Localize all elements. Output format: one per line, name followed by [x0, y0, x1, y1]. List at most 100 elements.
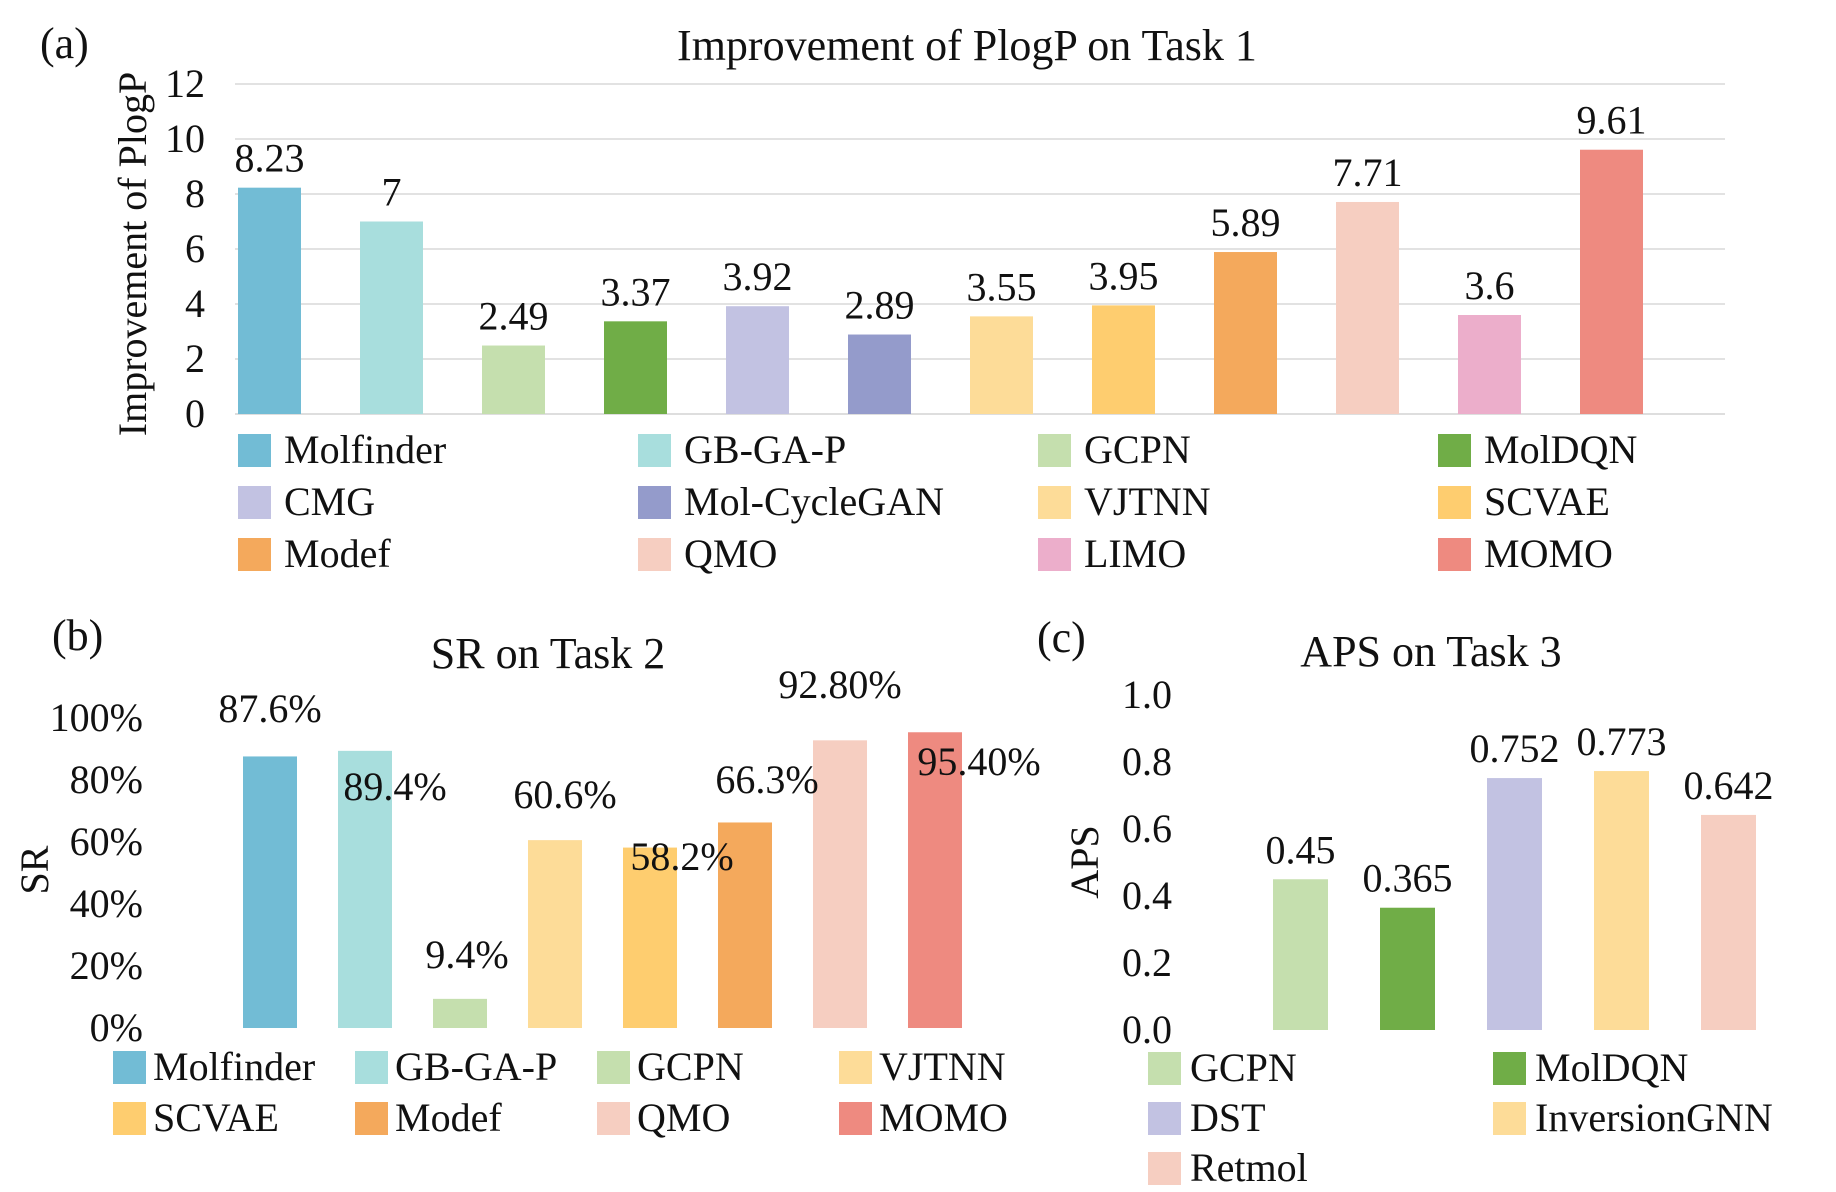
a-bar-qmo	[1336, 201, 1399, 414]
a-legend-swatch-mol-cyclegan	[638, 486, 671, 519]
a-bar-cmg	[726, 306, 789, 414]
a-legend-item-limo: LIMO	[1038, 531, 1186, 576]
b-legend-swatch-modef	[355, 1102, 388, 1135]
b-data-label-momo: 95.40%	[917, 739, 1040, 784]
panel-b-data-labels: 87.6% 89.4% 9.4% 60.6% 58.2% 66.3% 92.80% 95.40…	[218, 662, 1040, 977]
b-legend-swatch-scvae	[113, 1102, 146, 1135]
a-data-label-limo: 3.6	[1465, 263, 1515, 308]
a-legend-item-moldqn: MolDQN	[1438, 427, 1637, 472]
panel-b-label: (b)	[52, 611, 103, 660]
a-legend-item-gb-ga-p: GB-GA-P	[638, 427, 846, 472]
a-data-label-molfinder: 8.23	[235, 136, 305, 181]
panel-b-yticks: 0% 20% 40% 60% 80% 100%	[50, 695, 143, 1050]
a-legend-label-modef: Modef	[284, 531, 391, 576]
c-legend-swatch-gcpn	[1148, 1052, 1181, 1085]
c-legend-item-gcpn: GCPN	[1148, 1045, 1297, 1090]
b-ytick-2: 40%	[70, 881, 143, 926]
c-legend-label-retmol: Retmol	[1190, 1145, 1308, 1190]
a-legend-swatch-gcpn	[1038, 434, 1071, 467]
a-legend-swatch-scvae	[1438, 486, 1471, 519]
panel-c-yticks: 0.0 0.2 0.4 0.6 0.8 1.0	[1122, 672, 1172, 1052]
b-data-label-gb-ga-p: 89.4%	[343, 764, 446, 809]
b-legend-label-scvae: SCVAE	[153, 1095, 279, 1140]
b-data-label-gcpn: 9.4%	[425, 932, 508, 977]
b-ytick-3: 60%	[70, 819, 143, 864]
a-legend-item-modef: Modef	[238, 531, 391, 576]
a-data-label-vjtnn: 3.55	[967, 264, 1037, 309]
b-legend-item-qmo: QMO	[597, 1095, 730, 1140]
panel-b: (b) SR on Task 2 SR 0% 20% 40% 60% 80% 100% 8…	[12, 611, 1041, 1140]
a-ytick-1: 2	[185, 336, 205, 381]
b-bar-gcpn	[433, 998, 487, 1028]
a-data-label-modef: 5.89	[1211, 200, 1281, 245]
a-legend-swatch-modef	[238, 538, 271, 571]
a-ytick-5: 10	[165, 116, 205, 161]
b-legend-swatch-vjtnn	[839, 1051, 872, 1084]
b-legend-item-gb-ga-p: GB-GA-P	[355, 1044, 557, 1089]
c-legend-item-moldqn: MolDQN	[1493, 1045, 1688, 1090]
a-legend-item-molfinder: Molfinder	[238, 427, 446, 472]
c-ytick-4: 0.8	[1122, 739, 1172, 784]
a-data-label-qmo: 7.71	[1333, 150, 1403, 195]
c-bar-moldqn	[1380, 907, 1435, 1030]
a-legend-swatch-molfinder	[238, 434, 271, 467]
a-bar-scvae	[1092, 305, 1155, 414]
c-data-label-retmol: 0.642	[1684, 763, 1774, 808]
panel-b-title: SR on Task 2	[431, 629, 665, 678]
c-legend-swatch-dst	[1148, 1102, 1181, 1135]
c-legend-label-gcpn: GCPN	[1190, 1045, 1297, 1090]
b-legend-item-scvae: SCVAE	[113, 1095, 279, 1140]
a-legend-label-cmg: CMG	[284, 479, 375, 524]
b-bar-qmo	[813, 740, 867, 1028]
b-legend-swatch-molfinder	[113, 1051, 146, 1084]
a-data-label-momo: 9.61	[1577, 98, 1647, 143]
c-legend-item-retmol: Retmol	[1148, 1145, 1308, 1190]
b-legend-label-momo: MOMO	[879, 1095, 1008, 1140]
c-ytick-0: 0.0	[1122, 1007, 1172, 1052]
panel-a-ylabel: Improvement of PlogP	[110, 72, 155, 436]
c-data-label-dst: 0.752	[1470, 726, 1560, 771]
b-bar-vjtnn	[528, 840, 582, 1028]
c-bar-gcpn	[1273, 879, 1328, 1030]
a-bar-momo	[1580, 149, 1643, 414]
a-legend-label-qmo: QMO	[684, 531, 777, 576]
a-legend-label-momo: MOMO	[1484, 531, 1613, 576]
b-legend-item-vjtnn: VJTNN	[839, 1044, 1006, 1089]
b-data-label-vjtnn: 60.6%	[513, 772, 616, 817]
b-legend-label-modef: Modef	[395, 1095, 502, 1140]
c-bar-inversiongnn	[1594, 771, 1649, 1030]
a-legend-item-gcpn: GCPN	[1038, 427, 1191, 472]
panel-c-data-labels: 0.45 0.365 0.752 0.773 0.642	[1266, 719, 1774, 901]
b-legend-swatch-gb-ga-p	[355, 1051, 388, 1084]
a-data-label-gcpn: 2.49	[479, 294, 549, 339]
b-legend-label-qmo: QMO	[637, 1095, 730, 1140]
panel-c-title: APS on Task 3	[1300, 627, 1561, 676]
a-ytick-0: 0	[185, 391, 205, 436]
a-bar-moldqn	[604, 321, 667, 414]
b-legend-item-modef: Modef	[355, 1095, 502, 1140]
a-legend-swatch-vjtnn	[1038, 486, 1071, 519]
a-ytick-3: 6	[185, 226, 205, 271]
panel-c-bars	[1273, 771, 1756, 1030]
c-ytick-5: 1.0	[1122, 672, 1172, 717]
a-bar-mol-cyclegan	[848, 334, 911, 414]
b-legend-swatch-gcpn	[597, 1051, 630, 1084]
a-legend-item-scvae: SCVAE	[1438, 479, 1610, 524]
c-legend-swatch-inversiongnn	[1493, 1102, 1526, 1135]
a-bar-modef	[1214, 252, 1277, 414]
a-data-label-moldqn: 3.37	[601, 269, 671, 314]
panel-a-bars	[238, 149, 1643, 414]
b-data-label-scvae: 58.2%	[630, 834, 733, 879]
c-legend-label-dst: DST	[1190, 1095, 1266, 1140]
a-legend-label-scvae: SCVAE	[1484, 479, 1610, 524]
a-data-label-gb-ga-p: 7	[382, 170, 402, 215]
c-data-label-gcpn: 0.45	[1266, 827, 1336, 872]
panel-b-ylabel: SR	[12, 845, 57, 894]
b-legend-item-gcpn: GCPN	[597, 1044, 744, 1089]
a-legend-label-mol-cyclegan: Mol-CycleGAN	[684, 479, 944, 524]
a-bar-vjtnn	[970, 316, 1033, 414]
panel-c-label: (c)	[1037, 613, 1086, 662]
c-legend-label-inversiongnn: InversionGNN	[1535, 1095, 1773, 1140]
c-ytick-1: 0.2	[1122, 940, 1172, 985]
